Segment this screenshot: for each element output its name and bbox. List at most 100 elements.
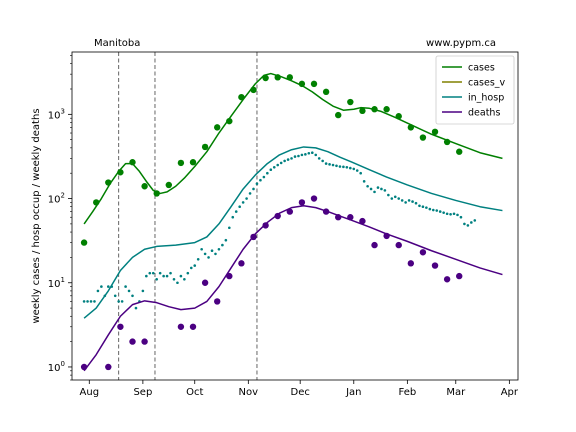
cases-point <box>117 169 124 176</box>
in-hosp-point <box>238 205 241 209</box>
in-hosp-point <box>221 243 224 247</box>
in-hosp-point <box>272 166 276 169</box>
in-hosp-point <box>452 212 456 216</box>
in-hosp-point <box>183 277 186 281</box>
in-hosp-point <box>245 197 248 200</box>
deaths-point <box>298 199 306 206</box>
y-tick-label: 100 <box>48 360 65 374</box>
in-hosp-point <box>176 281 179 285</box>
in-hosp-point <box>131 294 134 298</box>
in-hosp-point <box>369 187 373 191</box>
x-tick-label: Sep <box>133 387 152 398</box>
cases-point <box>165 181 173 189</box>
in-hosp-point <box>134 306 138 310</box>
in-hosp-point <box>262 175 266 179</box>
cases-point <box>431 128 439 136</box>
in-hosp-point <box>255 182 259 186</box>
deaths-point <box>105 363 112 371</box>
cases-point <box>201 143 209 151</box>
in-hosp-point <box>304 153 307 156</box>
cases-point <box>456 148 463 155</box>
in-hosp-point <box>189 266 193 270</box>
deaths-point <box>189 323 197 330</box>
in-hosp-point <box>276 163 280 167</box>
in-hosp-point <box>217 247 221 251</box>
in-hosp-point <box>431 208 435 212</box>
in-hosp-point <box>210 249 214 253</box>
x-tick-label: Oct <box>186 387 203 398</box>
cases-point <box>250 86 257 94</box>
in-hosp-point <box>463 222 466 226</box>
cases-point <box>80 239 88 246</box>
deaths-point <box>141 338 148 345</box>
deaths-point <box>335 214 342 221</box>
in-hosp-point <box>418 204 421 208</box>
in-hosp-point <box>466 224 470 227</box>
in-hosp-point <box>96 289 100 293</box>
in-hosp-point <box>200 247 203 251</box>
in-hosp-point <box>158 271 162 275</box>
deaths-point <box>80 363 88 371</box>
in-hosp-point <box>141 289 145 293</box>
in-hosp-point <box>248 192 252 195</box>
x-tick-label: Dec <box>291 387 310 398</box>
in-hosp-point <box>266 171 269 175</box>
deaths-point <box>347 214 354 221</box>
in-hosp-point <box>148 271 152 275</box>
x-tick-label: Nov <box>239 387 259 398</box>
x-tick-label: Aug <box>80 387 100 398</box>
in-hosp-point <box>186 271 190 275</box>
in-hosp-point <box>127 289 131 293</box>
legend-label-in_hosp: in_hosp <box>468 93 504 104</box>
in-hosp-point <box>89 300 93 303</box>
deaths-point <box>129 338 136 345</box>
in-hosp-point <box>438 210 442 213</box>
deaths-point <box>383 232 390 240</box>
in-hosp-point <box>435 209 439 212</box>
in-hosp-point <box>93 300 96 303</box>
in-hosp-point <box>113 294 117 298</box>
cases-point <box>214 124 221 131</box>
in_hosp-model-line <box>83 146 503 319</box>
in-hosp-point <box>397 197 401 200</box>
plot-inner <box>80 52 503 380</box>
in-hosp-point <box>366 184 369 188</box>
in-hosp-point <box>203 252 207 256</box>
deaths-point <box>250 233 257 241</box>
cases-point <box>310 80 318 88</box>
cases-point <box>443 138 451 146</box>
y-tick-label: 103 <box>48 107 65 121</box>
x-tick-label: Jan <box>345 387 361 398</box>
cases-point <box>226 117 233 125</box>
in-hosp-point <box>117 300 120 303</box>
cases-point <box>371 106 378 113</box>
in-hosp-point <box>445 212 449 216</box>
in-hosp-point <box>165 274 169 278</box>
deaths-point <box>238 260 245 267</box>
in-hosp-point <box>279 161 283 165</box>
in-hosp-point <box>234 210 238 213</box>
in-hosp-point <box>300 153 304 157</box>
in-hosp-point <box>390 197 394 200</box>
in-hosp-point <box>387 193 390 197</box>
in-hosp-point <box>151 271 155 275</box>
in-hosp-point <box>283 159 286 163</box>
in-hosp-point <box>352 167 356 171</box>
cases-point <box>419 134 427 141</box>
cases-point <box>407 124 415 131</box>
in-hosp-point <box>86 300 89 303</box>
deaths-point <box>214 298 221 305</box>
in-hosp-point <box>331 163 335 167</box>
deaths-point <box>431 262 439 269</box>
in-hosp-point <box>428 207 432 211</box>
in-hosp-point <box>383 189 387 192</box>
cases-point <box>238 93 245 101</box>
deaths-point <box>395 241 402 249</box>
in-hosp-point <box>241 201 245 204</box>
in-hosp-point <box>342 165 345 169</box>
in-hosp-point <box>193 264 197 267</box>
cases-point <box>359 107 366 115</box>
in-hosp-point <box>362 180 366 183</box>
